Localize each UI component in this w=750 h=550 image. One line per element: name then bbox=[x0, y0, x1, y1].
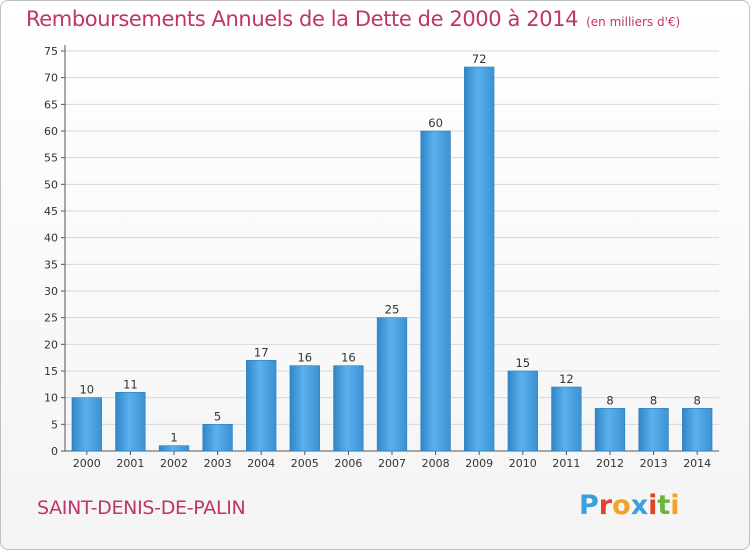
y-tick-label: 35 bbox=[44, 258, 58, 271]
proxiti-logo: Proxiti bbox=[579, 490, 680, 521]
y-tick-label: 50 bbox=[44, 178, 58, 191]
data-label: 8 bbox=[606, 393, 613, 407]
data-label: 1 bbox=[170, 431, 177, 445]
y-tick-label: 0 bbox=[51, 445, 58, 458]
bar bbox=[507, 370, 538, 452]
logo-letter: i bbox=[648, 490, 658, 521]
data-label: 16 bbox=[297, 351, 312, 365]
y-tick-labels: 0 5 10 15 20 25 30 35 40 45 50 55 60 65 70 75 bbox=[44, 45, 58, 458]
bar bbox=[420, 130, 451, 452]
data-label: 25 bbox=[385, 303, 400, 317]
y-tick-label: 25 bbox=[44, 312, 58, 325]
x-tick-label: 2013 bbox=[640, 457, 668, 470]
x-tick-label: 2001 bbox=[116, 457, 144, 470]
x-tick-label: 2006 bbox=[334, 457, 362, 470]
x-tick-label: 2003 bbox=[204, 457, 232, 470]
x-tick-label: 2008 bbox=[422, 457, 450, 470]
bar bbox=[551, 386, 582, 452]
chart-title-main: Remboursements Annuels de la Dette de 20… bbox=[26, 7, 579, 31]
logo-letter: x bbox=[630, 490, 649, 521]
x-tick-label: 2012 bbox=[596, 457, 624, 470]
x-tick-label: 2010 bbox=[509, 457, 537, 470]
bar bbox=[158, 445, 190, 452]
x-tick-label: 2007 bbox=[378, 457, 406, 470]
bar bbox=[333, 365, 364, 452]
bar bbox=[464, 66, 495, 452]
data-label: 17 bbox=[254, 345, 269, 359]
data-label: 5 bbox=[214, 409, 221, 423]
logo-letter: P bbox=[579, 490, 599, 521]
x-tick-label: 2004 bbox=[247, 457, 275, 470]
y-tick-label: 15 bbox=[44, 365, 58, 378]
data-label: 60 bbox=[428, 116, 443, 130]
y-tick-label: 20 bbox=[44, 338, 58, 351]
y-tick-label: 10 bbox=[44, 392, 58, 405]
x-tick-label: 2005 bbox=[291, 457, 319, 470]
data-label: 10 bbox=[79, 383, 94, 397]
y-tick-label: 30 bbox=[44, 285, 58, 298]
bar bbox=[376, 317, 408, 452]
logo-letter: o bbox=[612, 490, 631, 521]
logo-letter: r bbox=[598, 490, 613, 521]
bar bbox=[71, 397, 102, 452]
chart-title-unit: (en milliers d'€) bbox=[586, 15, 681, 29]
data-label: 11 bbox=[123, 377, 138, 391]
y-tick-label: 70 bbox=[44, 72, 58, 85]
x-tick-label: 2011 bbox=[552, 457, 580, 470]
chart-title: Remboursements Annuels de la Dette de 20… bbox=[26, 7, 680, 31]
bar bbox=[682, 408, 713, 452]
y-tick-label: 65 bbox=[44, 98, 58, 111]
y-tick-label: 5 bbox=[51, 418, 58, 431]
bar bbox=[246, 360, 277, 452]
data-label: 12 bbox=[559, 372, 574, 386]
data-label: 8 bbox=[694, 393, 701, 407]
bar bbox=[115, 392, 146, 452]
x-tick-label: 2000 bbox=[73, 457, 101, 470]
y-tick-label: 45 bbox=[44, 205, 58, 218]
data-label: 72 bbox=[472, 52, 487, 66]
bar bbox=[638, 408, 669, 452]
y-tick-label: 40 bbox=[44, 232, 58, 245]
x-tick-label: 2002 bbox=[160, 457, 188, 470]
data-label: 15 bbox=[515, 356, 530, 370]
y-tick-label: 60 bbox=[44, 125, 58, 138]
x-tick-label: 2009 bbox=[465, 457, 493, 470]
bar bbox=[202, 424, 233, 452]
data-label: 8 bbox=[650, 393, 657, 407]
x-tick-labels: 2000 2001 2002 2003 2004 2005 2006 2007 2008 2009… bbox=[73, 457, 711, 470]
logo-letter: i bbox=[670, 490, 680, 521]
bar bbox=[594, 408, 626, 452]
y-tick-label: 55 bbox=[44, 152, 58, 165]
commune-name: SAINT-DENIS-DE-PALIN bbox=[37, 497, 246, 519]
bar bbox=[289, 365, 320, 452]
bars bbox=[71, 66, 713, 452]
y-tick-label: 75 bbox=[44, 45, 58, 58]
data-label: 16 bbox=[341, 351, 356, 365]
x-tick-label: 2014 bbox=[683, 457, 711, 470]
logo-letter: t bbox=[657, 490, 671, 521]
